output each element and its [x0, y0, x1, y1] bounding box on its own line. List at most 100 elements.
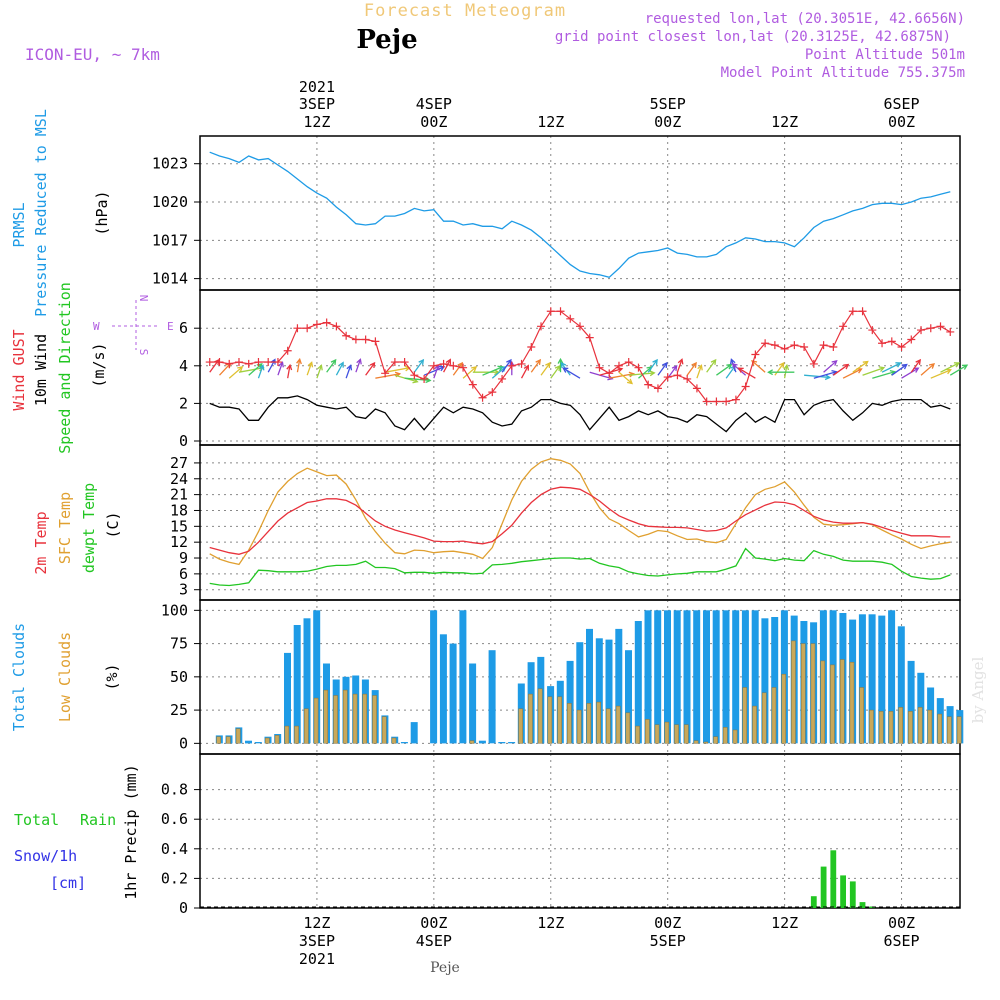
gust-marker-15 [351, 335, 360, 344]
pressure-label-1: PRMSL [10, 202, 28, 247]
gust-marker-10 [303, 324, 312, 333]
low-cloud-bar-15 [362, 693, 368, 744]
gust-marker-76 [946, 327, 955, 336]
ytick-label-0-0: 1014 [152, 270, 188, 288]
low-cloud-bar-17 [381, 716, 387, 744]
ytick-label-0-3: 1023 [152, 155, 188, 173]
wind-dir-arrowhead-28 [497, 365, 504, 372]
wind-dir-arrowhead-76 [961, 364, 969, 370]
total-cloud-bar-56 [761, 618, 769, 744]
total-cloud-bar-45 [654, 610, 662, 744]
gust-marker-35 [546, 307, 555, 316]
wind-dir-arrow-67 [862, 367, 885, 376]
gust-marker-29 [488, 388, 497, 397]
low-cloud-bar-13 [342, 689, 348, 744]
gust-marker-65 [839, 322, 848, 331]
low-cloud-bar-26 [469, 740, 475, 744]
panel-frame-4 [199, 753, 961, 909]
pressure-unit: (hPa) [93, 190, 111, 235]
rain-bar-3 [840, 875, 846, 908]
total-cloud-bar-57 [771, 617, 779, 744]
gust-marker-14 [342, 331, 351, 340]
low-cloud-bar-0 [216, 736, 221, 744]
total-cloud-bar-26 [469, 663, 477, 744]
low-cloud-bar-66 [859, 687, 864, 744]
panel-frame-1 [199, 289, 961, 446]
bottom-axis-hour-0: 12Z [303, 914, 330, 932]
compass-north: N [137, 295, 150, 302]
wind-speed-line [209, 395, 951, 433]
wind-dir-arrowhead-71 [913, 367, 920, 373]
gust-marker-21 [410, 371, 419, 380]
ytick-label-3-4: 100 [161, 601, 188, 619]
bottom-axis-date-5: 6SEP [883, 932, 919, 950]
low-cloud-bar-36 [567, 703, 572, 744]
low-cloud-bar-57 [771, 687, 777, 744]
wind-dir-arrowhead-36 [557, 357, 564, 364]
total-cloud-bar-46 [664, 610, 671, 744]
gust-marker-0 [205, 358, 214, 367]
low-cloud-bar-68 [878, 711, 884, 744]
low-cloud-bar-63 [830, 664, 835, 744]
wind-dir-arrow-52 [716, 364, 732, 376]
total-cloud-bar-9 [303, 618, 311, 744]
ytick-label-1-1: 2 [179, 394, 188, 412]
gust-marker-23 [429, 361, 438, 370]
total-cloud-bar-24 [449, 643, 457, 744]
compass-west: W [93, 320, 100, 333]
low-cloud-bar-7 [284, 725, 290, 744]
ytick-label-1-0: 0 [179, 432, 188, 450]
low-cloud-bar-58 [781, 673, 787, 744]
gust-marker-3 [234, 358, 243, 367]
sfc-label: SFC Temp [56, 492, 74, 564]
pressure-label-2: Pressure Reduced to MSL [32, 109, 50, 317]
gust-marker-55 [741, 382, 750, 391]
wind-dir-arrowhead-55 [731, 363, 738, 369]
ytick-label-3-2: 50 [170, 668, 188, 686]
gust-marker-75 [936, 322, 945, 331]
low-cloud-bar-54 [742, 687, 748, 744]
wind-dir-arrow-62 [813, 371, 837, 379]
gust-marker-28 [478, 393, 487, 402]
low-cloud-bar-43 [635, 725, 640, 744]
ytick-label-2-3: 12 [170, 533, 188, 551]
wind-dir-arrow-12 [326, 359, 337, 373]
ytick-label-1-2: 4 [179, 357, 188, 375]
wind-dir-arrowhead-15 [356, 358, 362, 365]
gust-marker-62 [809, 359, 818, 368]
wind-dir-arrowhead-67 [878, 366, 886, 372]
gust-marker-61 [800, 343, 809, 351]
ytick-label-0-2: 1020 [152, 193, 188, 211]
ytick-label-0-1: 1017 [152, 231, 188, 249]
wind-dir-arrow-35 [550, 365, 561, 379]
total-cloud-bar-8 [293, 625, 301, 744]
wind-dir-arrow-42 [618, 371, 633, 384]
gust-marker-71 [897, 343, 906, 351]
snow-unit: [cm] [50, 874, 86, 892]
low-cloud-bar-60 [800, 643, 806, 744]
wind-dir-arrowhead-21 [418, 358, 425, 365]
wind-dir-arrowhead-59 [783, 363, 790, 371]
wind-dir-arrowhead-48 [677, 358, 684, 365]
wind-dir-arrow-32 [520, 365, 529, 379]
low-cloud-bar-73 [927, 709, 933, 744]
low-cloud-bar-52 [722, 727, 728, 744]
location-title: Peje [356, 25, 417, 55]
ytick-label-4-0: 0 [179, 899, 188, 917]
low-cloud-bar-33 [537, 688, 543, 744]
total-cloud-bar-3 [245, 740, 252, 744]
gust-marker-73 [917, 326, 926, 335]
gust-marker-8 [283, 346, 292, 355]
gust-marker-70 [887, 337, 896, 346]
total-cloud-bar-40 [605, 639, 613, 744]
low-cloud-bar-72 [917, 707, 923, 744]
gust-marker-50 [692, 384, 701, 393]
wind-dir-arrow-14 [345, 365, 352, 379]
top-axis-hour-0: 12Z [303, 113, 330, 131]
bottom-axis-date-3: 5SEP [650, 932, 686, 950]
top-axis-date-0: 3SEP [299, 95, 335, 113]
low-cloud-bar-8 [294, 725, 299, 744]
total-cloud-bar-27 [478, 740, 486, 744]
model-name: ICON-EU, ~ 7km [25, 45, 160, 64]
